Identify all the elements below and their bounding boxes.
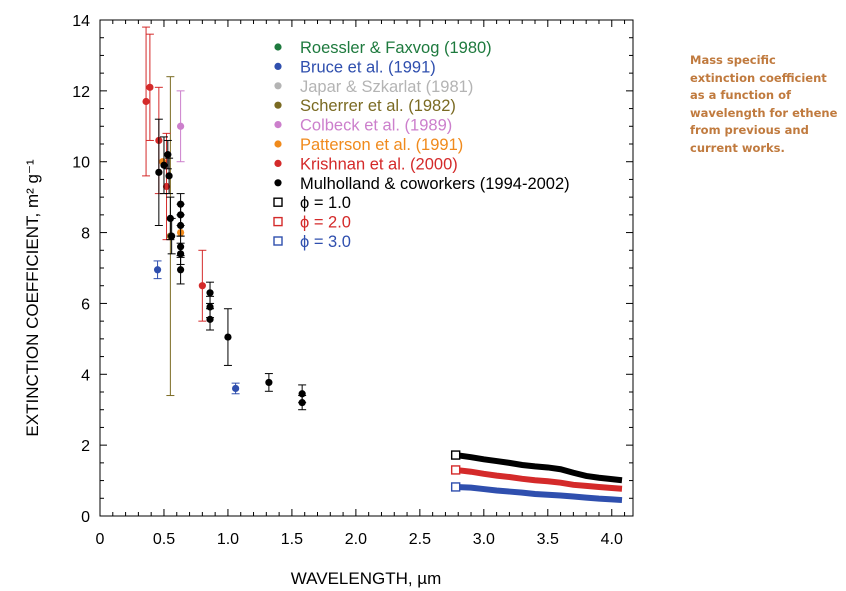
legend-label: Krishnan et al. (2000) bbox=[300, 155, 458, 173]
data-point bbox=[177, 221, 185, 230]
x-axis-label: WAVELENGTH, µm bbox=[291, 569, 442, 588]
series-bruce-et-al-1991- bbox=[153, 260, 240, 395]
data-point bbox=[165, 172, 173, 180]
data-point bbox=[168, 232, 176, 240]
legend-marker bbox=[273, 216, 283, 227]
data-point bbox=[206, 289, 214, 297]
series-krishnan-et-al-2000- bbox=[142, 26, 207, 322]
legend-marker bbox=[274, 82, 282, 90]
x-tick-label: 0.5 bbox=[153, 531, 175, 548]
x-tick-label: 2.0 bbox=[345, 531, 367, 548]
series--2-0 bbox=[450, 465, 623, 492]
legend-marker bbox=[274, 101, 282, 109]
x-tick-label: 3.5 bbox=[537, 531, 559, 548]
legend-marker bbox=[274, 179, 282, 187]
legend-label: Scherrer et al. (1982) bbox=[300, 97, 456, 115]
data-curve bbox=[455, 483, 623, 504]
legend-label: ϕ = 3.0 bbox=[300, 233, 351, 251]
series-mulholland-coworkers-1994-2002- bbox=[154, 118, 307, 411]
data-point bbox=[450, 465, 461, 475]
x-tick-label: 1.0 bbox=[217, 531, 239, 548]
data-point bbox=[224, 333, 232, 341]
x-tick-label: 2.5 bbox=[409, 531, 431, 548]
data-point bbox=[450, 450, 461, 460]
legend-marker bbox=[273, 197, 283, 207]
legend-marker bbox=[274, 140, 282, 148]
legend-marker bbox=[274, 159, 282, 167]
series-colbeck-et-al-1989- bbox=[176, 90, 185, 163]
series--1-0 bbox=[450, 450, 623, 484]
x-tick-label: 3.0 bbox=[473, 531, 495, 548]
y-tick-label: 6 bbox=[81, 296, 90, 313]
data-point bbox=[155, 168, 163, 176]
data-curve bbox=[455, 466, 623, 492]
x-tick-label: 0 bbox=[96, 531, 105, 548]
data-point bbox=[265, 378, 273, 387]
legend-marker bbox=[273, 236, 283, 246]
figure-caption: Mass specific extinction coefficient as … bbox=[690, 53, 838, 155]
legend: Roessler & Faxvog (1980)Bruce et al. (19… bbox=[273, 39, 570, 251]
data-point bbox=[206, 315, 214, 323]
data-layer bbox=[142, 26, 623, 504]
data-point bbox=[177, 266, 185, 274]
axes-layer: 0 0.5 1.0 1.5 2.0 2.5 3.0 3.5 4.0 0 2 4 6 8 10 12 14 bbox=[72, 13, 634, 548]
data-point bbox=[232, 384, 240, 393]
data-point bbox=[153, 266, 162, 274]
data-point bbox=[146, 83, 154, 91]
data-point bbox=[142, 97, 150, 106]
y-tick-label: 12 bbox=[72, 84, 90, 101]
y-tick-label: 14 bbox=[72, 13, 90, 30]
series--3-0 bbox=[450, 482, 623, 504]
y-tick-label: 10 bbox=[72, 155, 90, 172]
x-tick-label: 1.5 bbox=[281, 531, 303, 548]
legend-label: Bruce et al. (1991) bbox=[300, 58, 436, 76]
chart: 0 0.5 1.0 1.5 2.0 2.5 3.0 3.5 4.0 0 2 4 6 8 10 12 14 Roe… bbox=[23, 13, 634, 588]
legend-label: Mulholland & coworkers (1994-2002) bbox=[300, 175, 570, 193]
x-tick-label: 4.0 bbox=[601, 531, 623, 548]
data-point bbox=[450, 482, 461, 492]
data-point bbox=[198, 282, 206, 290]
y-tick-label: 0 bbox=[81, 509, 90, 526]
data-point bbox=[160, 161, 168, 169]
data-point bbox=[298, 399, 306, 407]
legend-label: Colbeck et al. (1989) bbox=[300, 117, 452, 135]
data-point bbox=[164, 151, 172, 159]
legend-label: ϕ = 2.0 bbox=[300, 214, 351, 232]
legend-label: Roessler & Faxvog (1980) bbox=[300, 39, 492, 57]
data-curve bbox=[455, 452, 623, 484]
y-tick-label: 2 bbox=[81, 438, 90, 455]
legend-label: ϕ = 1.0 bbox=[300, 194, 351, 212]
y-tick-label: 8 bbox=[81, 226, 90, 243]
y-tick-label: 4 bbox=[81, 367, 90, 384]
legend-marker bbox=[274, 43, 282, 51]
legend-marker bbox=[274, 121, 282, 129]
legend-marker bbox=[274, 62, 282, 70]
legend-label: Japar & Szkarlat (1981) bbox=[300, 78, 473, 96]
y-axis-label: EXTINCTION COEFFICIENT, m² g⁻¹ bbox=[23, 159, 42, 437]
data-point bbox=[162, 182, 171, 191]
legend-label: Patterson et al. (1991) bbox=[300, 136, 463, 154]
data-point bbox=[177, 122, 185, 130]
